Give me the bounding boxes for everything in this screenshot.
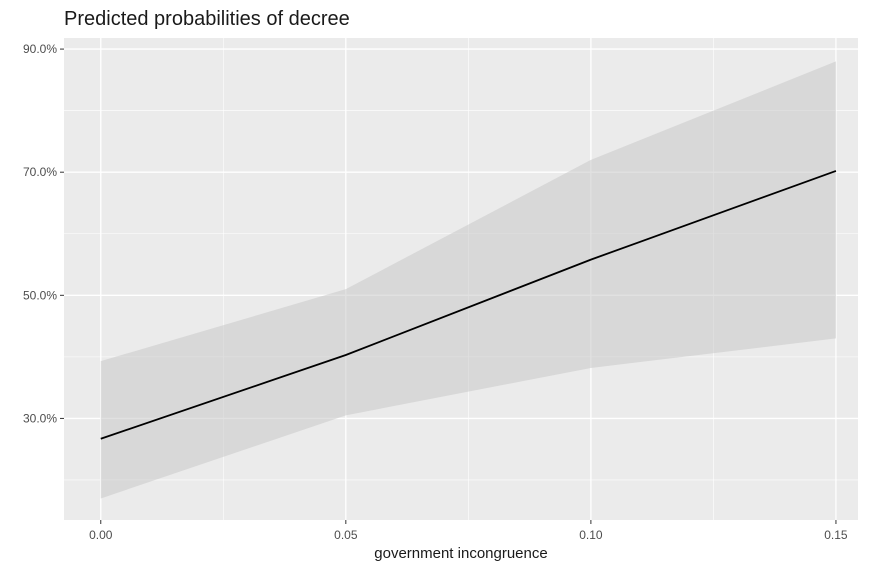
series-line [100,170,837,440]
x-axis-ticks: 0.00 0.05 0.10 0.15 [89,520,848,542]
x-axis-title: government incongruence [374,545,547,562]
x-tick-label: 0.15 [824,528,848,542]
y-tick-label: 30.0% [23,411,57,425]
confidence-ribbon [100,61,836,499]
x-tick-label: 0.05 [334,528,358,542]
y-tick-label: 70.0% [23,165,57,179]
y-tick-label: 50.0% [23,288,57,302]
y-tick-label: 90.0% [23,42,57,56]
y-axis-ticks: 30.0% 50.0% 70.0% 90.0% [23,42,64,425]
x-tick-label: 0.00 [89,528,113,542]
chart-title: Predicted probabilities of decree [64,8,350,30]
x-tick-label: 0.10 [579,528,603,542]
